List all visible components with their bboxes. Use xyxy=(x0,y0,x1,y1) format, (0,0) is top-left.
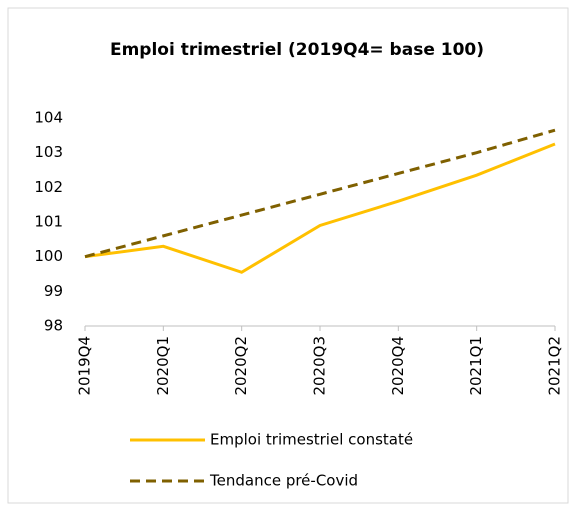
legend-label: Tendance pré-Covid xyxy=(209,472,358,490)
x-tick-label: 2020Q1 xyxy=(154,336,172,396)
line-series xyxy=(84,142,556,274)
line-series xyxy=(84,128,556,259)
chart-title: Emploi trimestriel (2019Q4= base 100) xyxy=(110,40,484,60)
y-tick-label: 100 xyxy=(34,247,63,265)
x-tick-label: 2020Q3 xyxy=(311,336,329,396)
x-tick-label: 2021Q1 xyxy=(467,336,485,396)
y-tick-label: 99 xyxy=(44,282,63,300)
x-tick-label: 2020Q2 xyxy=(232,336,250,396)
legend-label: Emploi trimestriel constaté xyxy=(210,431,413,449)
x-tick-label: 2021Q2 xyxy=(546,336,564,396)
y-tick-label: 102 xyxy=(34,178,63,196)
y-tick-label: 101 xyxy=(34,213,63,231)
y-tick-label: 98 xyxy=(44,317,63,335)
x-tick-label: 2020Q4 xyxy=(389,336,407,396)
x-tick-label: 2019Q4 xyxy=(76,336,94,396)
y-tick-label: 104 xyxy=(34,109,63,127)
y-tick-label: 103 xyxy=(34,143,63,161)
